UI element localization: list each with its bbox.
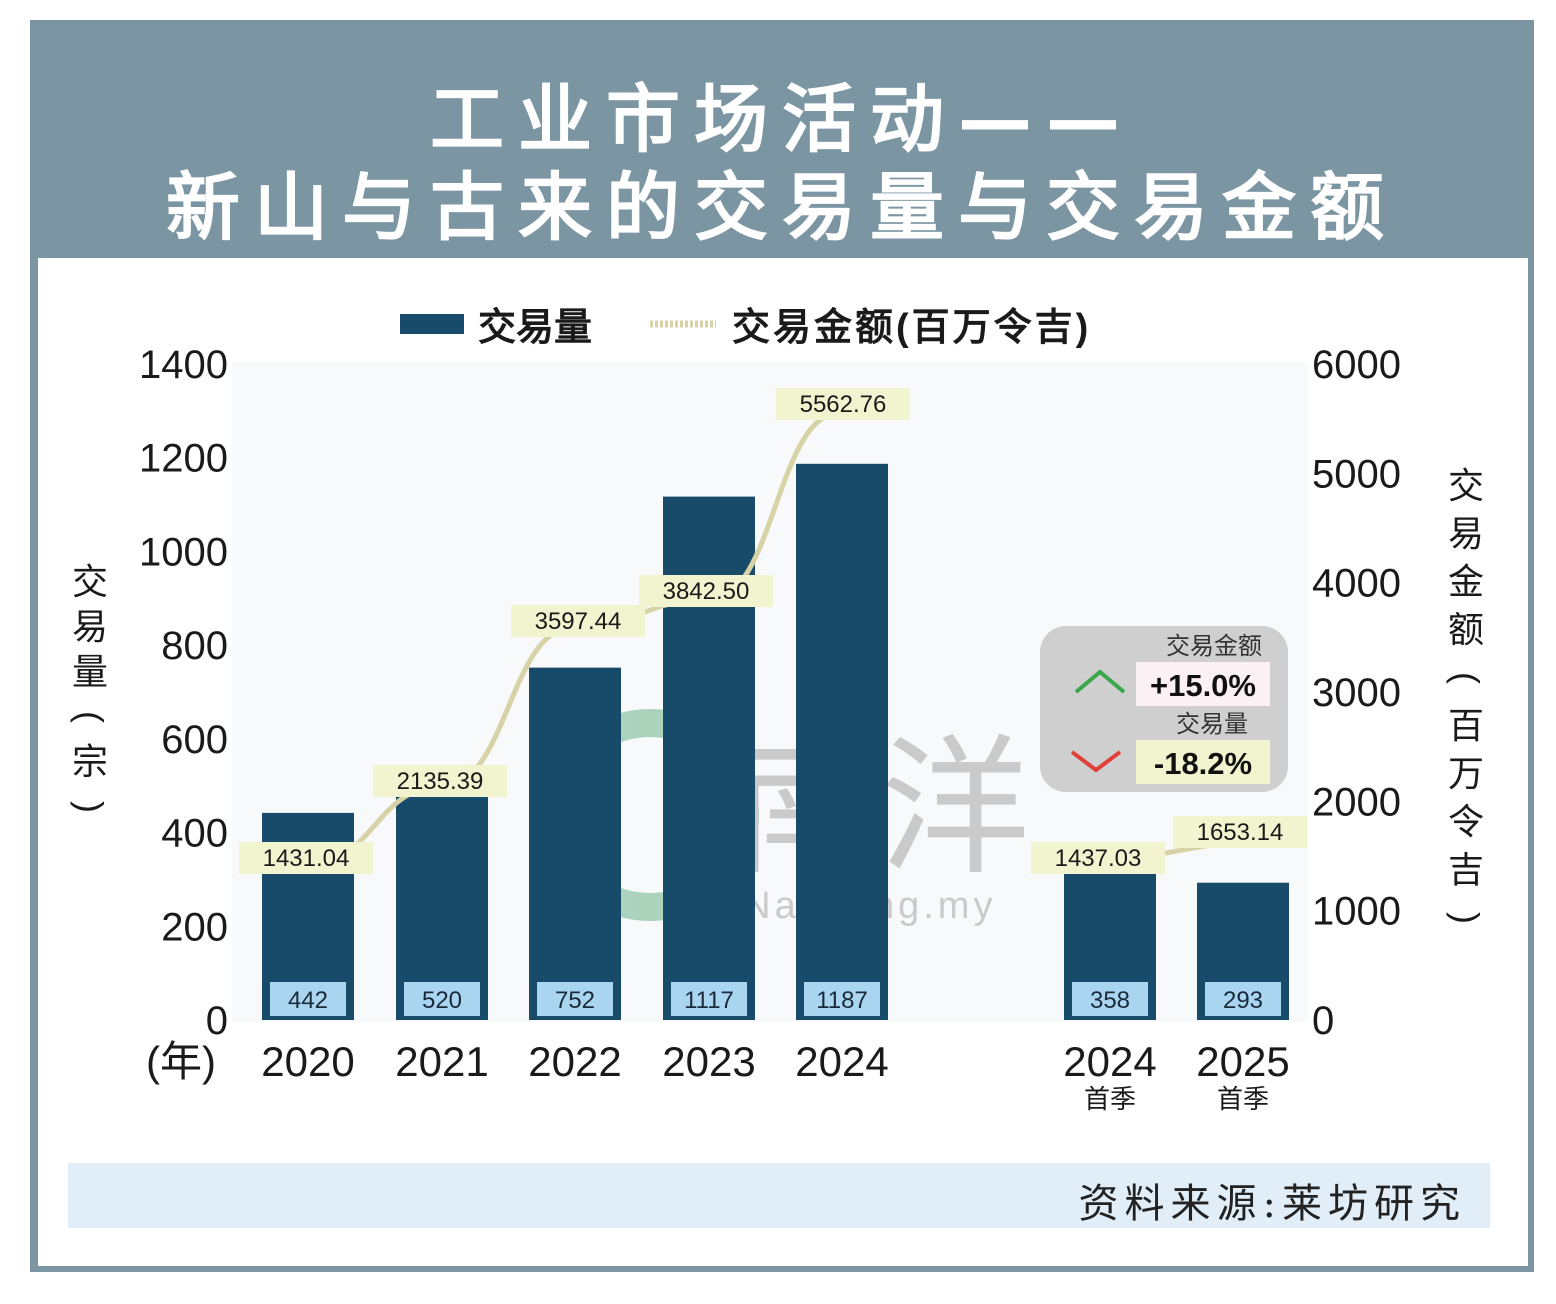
- bar-value-label: 752: [555, 987, 595, 1014]
- bar-value-label: 520: [422, 987, 462, 1014]
- bar-value-badge: [270, 982, 346, 1016]
- line-value-badge: [776, 388, 910, 420]
- axis-title-char: (: [70, 711, 111, 723]
- bar: [796, 463, 888, 1020]
- line-value-label: 1431.04: [263, 845, 350, 872]
- left-tick-label: 400: [161, 812, 228, 856]
- bar-value-label: 442: [288, 987, 328, 1014]
- right-tick-label: 5000: [1312, 452, 1401, 496]
- up-arrow-icon: [1074, 669, 1126, 694]
- down-arrow-icon: [1070, 750, 1122, 773]
- line-value-label: 1437.03: [1055, 845, 1142, 872]
- volume-change-badge: [1136, 740, 1270, 784]
- line-value-badge: [511, 605, 645, 637]
- x-tick-label: 2021: [395, 1038, 488, 1085]
- left-tick-label: 800: [161, 624, 228, 668]
- legend: 交易量 交易金额(百万令吉): [400, 306, 1091, 349]
- x-tick-label: 2024: [1063, 1038, 1156, 1085]
- axis-title-char: (: [1446, 672, 1487, 684]
- axis-title-char: 宗: [72, 741, 108, 782]
- x-tick-label: 2023: [662, 1038, 755, 1085]
- volume-change: -18.2%: [1154, 746, 1252, 781]
- bar-value-label: 358: [1090, 987, 1130, 1014]
- bar: [529, 667, 621, 1020]
- x-tick-label: 2025: [1196, 1038, 1289, 1085]
- bar-value-badge: [537, 982, 613, 1016]
- axis-title-char: 吉: [1448, 849, 1484, 890]
- right-tick-label: 4000: [1312, 562, 1401, 606]
- line-value-badge: [1173, 816, 1307, 848]
- line-value-badge: [1031, 842, 1165, 874]
- x-tick-sublabel: 首季: [1217, 1084, 1269, 1114]
- bar-value-badge: [671, 982, 747, 1016]
- x-tick-label: 2024: [795, 1038, 888, 1085]
- left-tick-label: 0: [206, 999, 228, 1043]
- bar-value-label: 1117: [684, 987, 734, 1014]
- x-tick-label: 2020: [261, 1038, 354, 1085]
- axis-title-char: 令: [1448, 801, 1484, 842]
- x-tick-label: 2022: [528, 1038, 621, 1085]
- bar: [396, 776, 488, 1020]
- bar-value-badge: [804, 982, 880, 1016]
- value-change-badge: [1136, 662, 1270, 706]
- right-tick-label: 3000: [1312, 671, 1401, 715]
- bar-value-badge: [1205, 982, 1281, 1016]
- line-labels: 1431.04 2135.39 3597.44 3842.50 5562.76 1437.…: [239, 388, 1307, 874]
- legend-bar-label: 交易量: [478, 306, 592, 349]
- left-tick-label: 600: [161, 718, 228, 762]
- line-value-badge: [239, 842, 373, 874]
- axis-title-char: 百: [1448, 705, 1484, 746]
- bar-value-badge: [1072, 982, 1148, 1016]
- line-value-label: 3842.50: [663, 578, 750, 605]
- axis-title-char: 额: [1448, 609, 1484, 650]
- legend-line-label: 交易金额(百万令吉): [732, 306, 1091, 349]
- axis-title-char: 万: [1448, 753, 1484, 794]
- left-tick-label: 1400: [139, 343, 228, 387]
- change-box: 交易金额 +15.0% 交易量 -18.2%: [1040, 626, 1288, 792]
- line-value-label: 5562.76: [800, 391, 887, 418]
- title-line-2: 新山与古来的交易量与交易金额: [166, 165, 1398, 251]
- title-line-1: 工业市场活动——: [430, 77, 1134, 163]
- bar-value-label: 293: [1223, 987, 1263, 1014]
- left-tick-label: 200: [161, 905, 228, 949]
- line-value-label: 3597.44: [535, 608, 622, 635]
- line-value-label: 2135.39: [397, 768, 484, 795]
- axis-title-char: 交: [1448, 465, 1484, 506]
- axis-title-char: 易: [72, 606, 108, 647]
- legend-bar-swatch: [400, 314, 464, 334]
- line-value-badge: [639, 575, 773, 607]
- value-change-title: 交易金额: [1166, 633, 1262, 660]
- right-tick-label: 2000: [1312, 780, 1401, 824]
- value-change: +15.0%: [1150, 668, 1256, 703]
- axis-title-char: 易: [1448, 513, 1484, 554]
- bar-value-badge: [404, 982, 480, 1016]
- bar-value-label: 1187: [816, 987, 868, 1014]
- right-tick-label: 1000: [1312, 890, 1401, 934]
- left-axis-ticks: 0 200 400 600 800 1000 1200 1400: [139, 343, 228, 1043]
- right-axis-title: 交易金额 ( 百万令吉): [1446, 465, 1487, 924]
- axis-title-char: ): [70, 801, 111, 813]
- right-axis-ticks: 0 1000 2000 3000 4000 5000 6000: [1312, 343, 1401, 1043]
- source-bar: 资料来源:莱坊研究: [68, 1163, 1490, 1228]
- line-value-badge: [373, 765, 507, 797]
- right-tick-label: 0: [1312, 999, 1334, 1043]
- axis-title-char: 交: [72, 561, 108, 602]
- x-tick-sublabel: 首季: [1084, 1084, 1136, 1114]
- right-tick-label: 6000: [1312, 343, 1401, 387]
- x-unit-label: (年): [146, 1038, 216, 1085]
- line-value-label: 1653.14: [1197, 819, 1284, 846]
- volume-change-title: 交易量: [1176, 711, 1248, 738]
- left-tick-label: 1000: [139, 530, 228, 574]
- axis-title-char: ): [1446, 912, 1487, 924]
- left-axis-title: 交易量 ( 宗): [70, 561, 111, 813]
- axis-title-char: 量: [72, 651, 108, 692]
- source-text: 资料来源:莱坊研究: [1078, 1181, 1466, 1227]
- axis-title-char: 金: [1448, 561, 1484, 602]
- left-tick-label: 1200: [139, 437, 228, 481]
